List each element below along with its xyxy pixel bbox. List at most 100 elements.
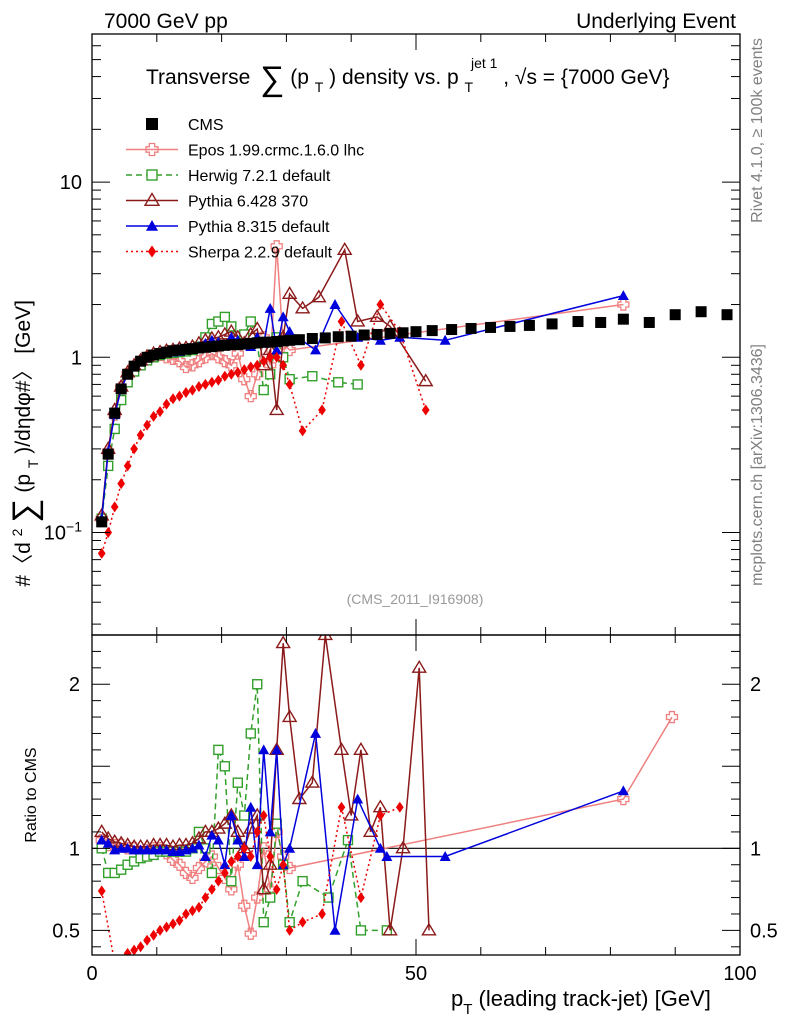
data-point [206, 867, 218, 879]
data-point [240, 842, 249, 854]
ratio-panel-axes: 0 50 100 0.5 0.5 1 1 2 2 [52, 635, 778, 985]
data-point [258, 384, 269, 396]
data-point [266, 851, 275, 863]
ratio-panel-series [92, 635, 740, 955]
data-point [264, 302, 276, 313]
data-point [353, 742, 369, 755]
data-point [357, 359, 365, 371]
data-point [154, 348, 166, 360]
data-point [109, 423, 120, 435]
data-point [239, 810, 250, 821]
data-point [213, 744, 224, 756]
data-point [136, 429, 145, 441]
data-point [232, 339, 244, 351]
main-panel: 10−1 1 10 Transverse ∑ (p T ) density vs. … [6, 33, 741, 636]
data-point [337, 316, 346, 328]
data-point [395, 801, 404, 813]
data-point [284, 334, 296, 346]
data-point [376, 299, 385, 311]
data-point [311, 289, 327, 303]
data-point [245, 801, 257, 812]
data-point [238, 899, 251, 912]
data-point [232, 777, 244, 788]
data-point [669, 309, 681, 321]
data-point [298, 916, 307, 928]
data-point [218, 355, 231, 368]
ratio-y-axis-label: Ratio to CMS [23, 747, 40, 842]
legend-marker [146, 220, 158, 231]
data-point [317, 635, 334, 641]
data-point [149, 929, 158, 941]
data-point [255, 881, 272, 895]
data-point [109, 407, 121, 419]
data-point [421, 404, 430, 416]
data-point [617, 785, 629, 796]
data-point [206, 829, 218, 840]
y-tick-label: 1 [71, 347, 82, 369]
data-point [97, 885, 106, 897]
data-point [161, 346, 173, 358]
data-point [381, 851, 393, 861]
data-point [362, 824, 379, 838]
data-point [238, 851, 250, 861]
data-point [307, 370, 318, 382]
data-point [572, 316, 584, 328]
mcplots-source-label: mcplots.cern.ch [arXiv:1306.3436] [749, 344, 766, 586]
data-point [319, 332, 331, 344]
data-point [298, 425, 307, 437]
data-point [162, 921, 171, 933]
data-point [304, 774, 321, 788]
legend-marker [147, 245, 157, 258]
rivet-version-label: Rivet 4.1.0, ≥ 100k events [749, 38, 766, 223]
data-point [122, 842, 134, 853]
data-point [297, 875, 308, 887]
data-point [357, 892, 365, 904]
data-point [446, 324, 458, 336]
data-point [395, 840, 411, 854]
data-point [169, 918, 177, 930]
data-point [212, 834, 224, 845]
data-point [182, 908, 190, 920]
data-point [102, 460, 114, 472]
data-point [258, 744, 270, 755]
data-point [156, 924, 164, 936]
data-point [246, 361, 255, 373]
data-point [281, 709, 298, 723]
data-point [193, 839, 205, 850]
data-point [318, 404, 326, 416]
data-point [253, 826, 262, 838]
legend-marker [143, 192, 161, 207]
data-point [284, 842, 296, 853]
data-point [329, 299, 341, 309]
data-point [167, 345, 179, 357]
data-point [117, 478, 126, 490]
data-point [110, 501, 119, 513]
series-sherpa-2-2-9-default [97, 299, 430, 559]
x-tick-label: 100 [723, 963, 756, 985]
data-point [262, 856, 278, 870]
data-point [96, 834, 108, 845]
data-point [195, 381, 203, 393]
data-point [271, 818, 282, 829]
chart-title: Transverse ∑ (p T ) density vs. p T jet … [146, 50, 670, 98]
data-point [485, 321, 497, 333]
data-point [130, 944, 138, 955]
data-point [695, 306, 707, 318]
series-pythia-6-428-370 [93, 635, 437, 936]
data-point [162, 398, 171, 410]
data-point [212, 340, 224, 352]
series-herwig-7-2-1-default [96, 679, 393, 936]
data-point [166, 853, 180, 866]
data-point [253, 359, 262, 371]
data-point [141, 351, 153, 363]
data-point [264, 826, 276, 837]
legend-entry: Herwig 7.2.1 default [126, 168, 331, 185]
ratio-panel-frame [91, 634, 741, 956]
data-point [240, 364, 249, 376]
data-point [294, 300, 311, 314]
data-point [345, 330, 357, 342]
series-line [100, 684, 387, 932]
data-point [212, 351, 225, 364]
data-point [208, 376, 216, 388]
data-point [143, 419, 151, 431]
